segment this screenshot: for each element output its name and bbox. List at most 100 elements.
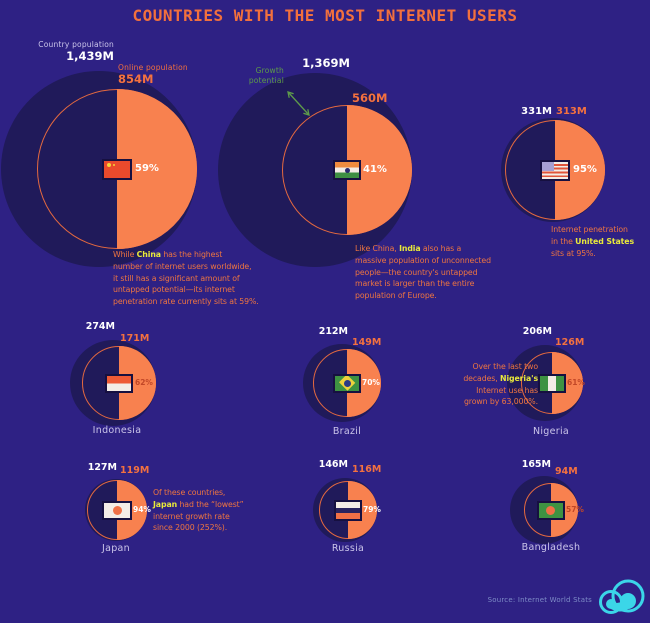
population-value: 206M [522,326,552,337]
penetration-percent: 61% [567,378,585,387]
population-value: 127M [87,462,117,473]
infographic-title: COUNTRIES WITH THE MOST INTERNET USERS [132,6,518,25]
caption-text: population of Europe. [355,291,437,301]
online-legend-text: Online population [118,63,188,72]
country-name-label: Indonesia [92,425,142,436]
growth-potential-arrow [280,85,316,121]
online-value: 116M [352,464,382,475]
online-value: 126M [555,337,585,348]
caption-text: Over the last two [472,362,538,371]
flag-stripes [336,501,360,519]
country-name-label: Brazil [332,426,362,437]
caption-text: Internet use has [476,385,538,395]
country-name-label: Russia [331,543,365,554]
caption-line: penetration rate currently sits at 59%. [113,296,259,308]
population-label: 274M [86,321,115,332]
population-legend-text: Country population [38,40,114,49]
caption-line: population of Europe. [355,290,491,302]
caption-line: since 2000 (252%). [153,522,244,534]
penetration-percent: 59% [135,163,159,174]
indonesia-flag-icon [105,373,133,393]
caption-text: in the [551,236,576,246]
caption-line: massive population of unconnected [355,255,491,267]
online-label: 126M [555,337,584,348]
population-value: 1,439M [66,49,114,63]
online-value: 854M [118,72,154,86]
caption-text: sits at 95%. [551,248,596,258]
population-label: 165M [522,459,551,470]
online-label: 94M [555,466,578,477]
caption-line: number of internet users worldwide, [113,261,259,273]
online-label: 560M [352,91,387,105]
caption-text: Like China, [355,244,400,253]
online-value: 171M [120,333,150,344]
caption-line: people—the country's untapped [355,267,491,279]
online-value: 149M [352,337,382,348]
population-label: 331M [521,106,552,117]
caption-line: it still has a significant amount of [113,273,259,285]
population-value: 331M [521,106,552,117]
caption-highlight: Japan [153,499,178,509]
population-label: 206M [523,326,552,337]
flag-canton [542,161,554,172]
population-value: 165M [521,459,551,470]
online-label: 313M [556,106,587,117]
caption-text: number of internet users worldwide, [113,261,252,271]
caption-line: sits at 95%. [551,248,634,260]
caption-text: had the “lowest” [177,499,244,509]
bangladesh-flag-icon [537,500,565,520]
caption-highlight: China [136,250,161,259]
caption-line: decades, Nigeria's [463,373,538,385]
population-value: 274M [85,321,115,332]
caption-line: internet growth rate [153,511,244,523]
caption-text: grown by 63,000%. [463,397,538,407]
caption-text: internet growth rate [153,511,230,521]
online-label: 171M [120,333,149,344]
caption-highlight: India [399,244,421,253]
growth-potential-label: Growth potential [249,66,284,86]
online-label: 149M [352,337,381,348]
flag-emblem [343,379,351,387]
caption-highlight: United States [575,236,634,246]
caption-text: market is larger than the entire [355,279,475,289]
russia-flag-icon [334,499,362,521]
online-value: 94M [555,466,578,477]
brazil-flag-icon [333,373,361,393]
caption-text: since 2000 (252%). [153,523,228,533]
caption-text: massive population of unconnected [355,255,491,265]
india-flag-icon [333,160,361,180]
caption-text: has the highest [160,250,223,259]
online-value: 560M [352,91,388,105]
country-name-label: Japan [102,543,130,554]
population-value: 146M [318,459,348,470]
growth-potential-line: Growth [255,66,284,75]
population-value: 1,369M [302,56,350,70]
population-label: Country population 1,439M [38,40,114,63]
caption-text: While [113,250,137,259]
usa-flag-icon [540,159,570,181]
caption-line: market is larger than the entire [355,278,491,290]
caption-text: people—the country's untapped [355,267,478,277]
flag-emblem [112,505,122,515]
caption-text: it still has a significant amount of [113,273,240,283]
visual-capitalist-logo-icon [599,579,645,614]
caption-line: Internet penetration [551,224,634,236]
penetration-percent: 79% [363,505,381,514]
caption-text: penetration rate currently sits at 59%. [113,297,259,307]
caption-text: untapped potential—its internet [113,285,235,295]
country-name-label: Bangladesh [521,542,581,553]
population-label: 127M [88,462,117,473]
flag-stripes [107,375,131,391]
flag-emblem [113,163,115,166]
flag-emblem [344,167,350,173]
caption-line: untapped potential—its internet [113,284,259,296]
caption-line: Japan had the “lowest” [153,499,244,511]
population-value: 212M [318,326,348,337]
flag-emblem [107,162,111,167]
source-credit: Source: Internet World Stats [487,596,592,604]
flag-stripes [540,375,564,391]
online-value: 313M [556,106,587,117]
penetration-percent: 57% [566,505,584,514]
population-label: 212M [319,326,348,337]
